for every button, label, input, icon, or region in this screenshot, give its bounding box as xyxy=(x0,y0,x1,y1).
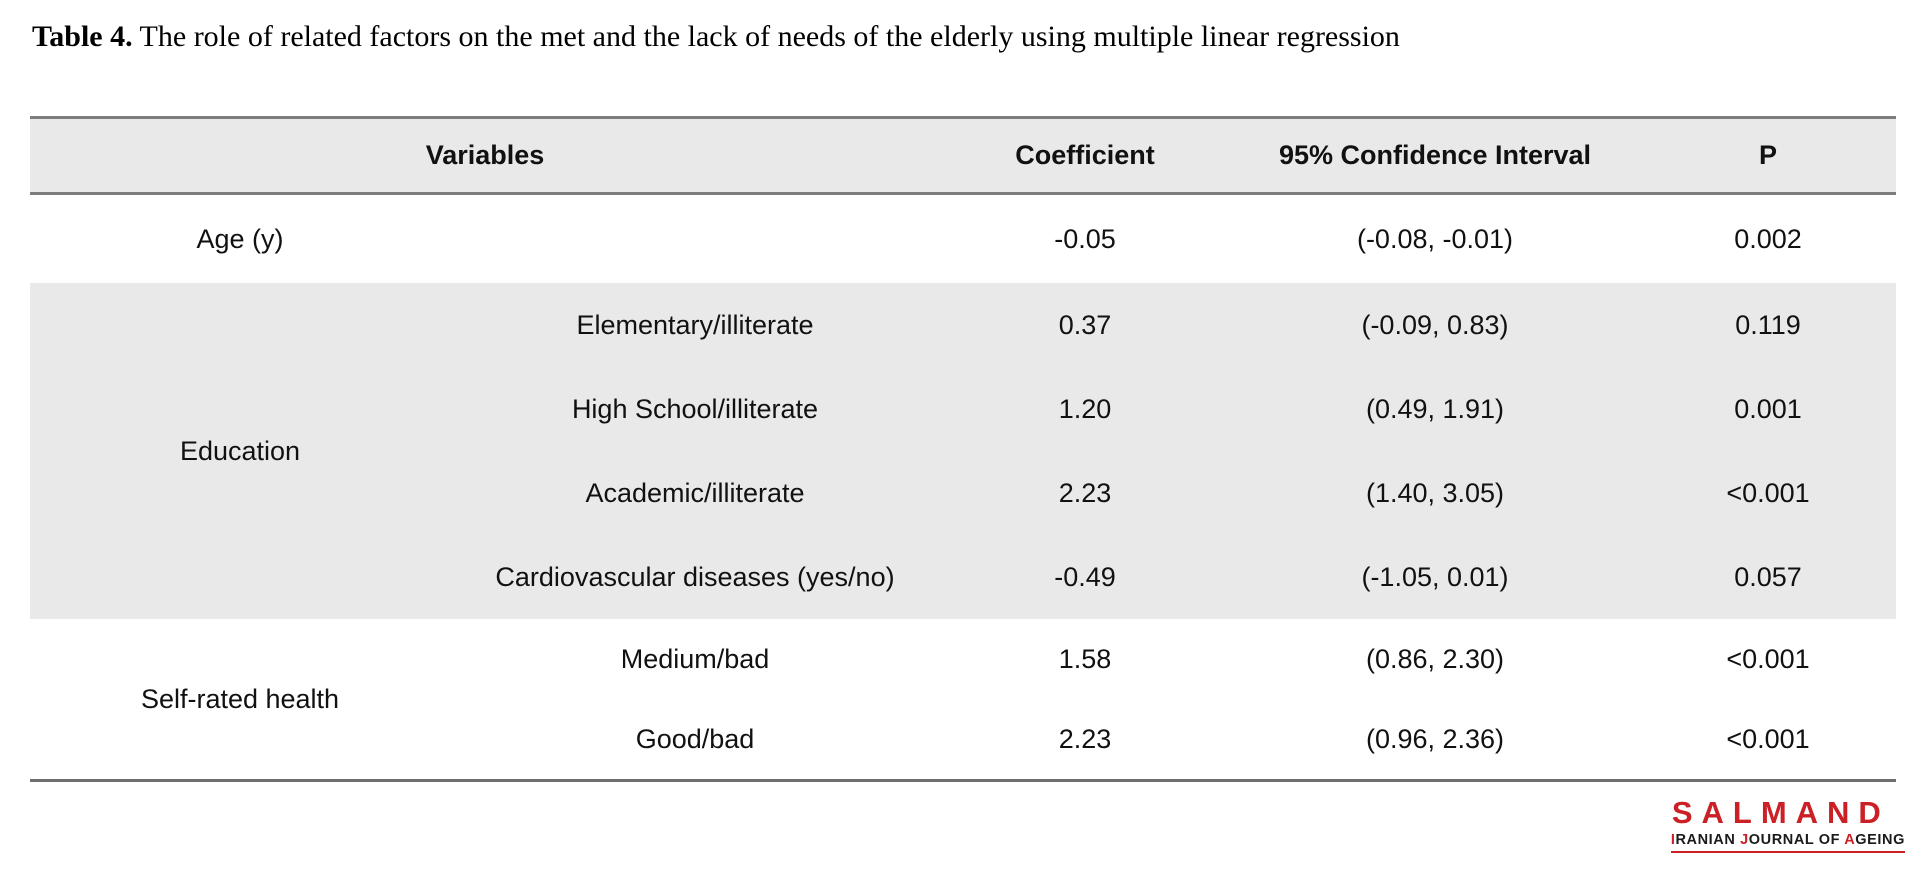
confidence-interval-value: (-0.09, 0.83) xyxy=(1361,309,1509,340)
table-caption-number: Table 4. xyxy=(32,20,133,53)
coefficient-value: 2.23 xyxy=(1058,723,1112,754)
coefficient-value: -0.05 xyxy=(1054,223,1116,254)
journal-logo-subtitle: IRANIAN JOURNAL OF AGEING xyxy=(1670,832,1905,853)
confidence-interval-value: (1.40, 3.05) xyxy=(1365,477,1505,508)
p-value: 0.002 xyxy=(1734,223,1802,254)
header-confidence-interval: 95% Confidence Interval xyxy=(1278,140,1592,170)
group-label-age: Age (y) xyxy=(196,223,284,254)
header-p-value: P xyxy=(1758,140,1777,170)
item-label: Good/bad xyxy=(635,723,755,754)
logo-subtitle-part: J xyxy=(1740,832,1749,848)
coefficient-value: 2.23 xyxy=(1058,477,1112,508)
logo-subtitle-part: A xyxy=(1844,832,1856,848)
journal-logo: SALMAND IRANIAN JOURNAL OF AGEING xyxy=(1670,795,1905,853)
logo-subtitle-part: I xyxy=(1670,832,1676,848)
row-group-education: Education Elementary/illiterate 0.37 (-0… xyxy=(30,283,1896,619)
header-coefficient: Coefficient xyxy=(1015,140,1155,170)
page: Table 4. The role of related factors on … xyxy=(30,18,1896,782)
table-caption: Table 4. The role of related factors on … xyxy=(32,18,1896,56)
p-value: 0.057 xyxy=(1734,561,1802,592)
confidence-interval-value: (0.49, 1.91) xyxy=(1365,393,1505,424)
p-value: 0.001 xyxy=(1734,393,1802,424)
journal-logo-wordmark: SALMAND xyxy=(1671,795,1890,830)
item-label xyxy=(450,195,940,283)
group-label-education: Education xyxy=(179,435,301,466)
logo-subtitle-part: RANIAN xyxy=(1675,832,1741,848)
coefficient-value: 1.58 xyxy=(1058,643,1112,674)
group-label-self-rated-health: Self-rated health xyxy=(140,683,340,714)
confidence-interval-value: (-0.08, -0.01) xyxy=(1356,223,1514,254)
item-label: Elementary/illiterate xyxy=(576,309,814,340)
confidence-interval-value: (0.86, 2.30) xyxy=(1365,643,1505,674)
table-header-row: Variables Coefficient 95% Confidence Int… xyxy=(30,119,1896,195)
p-value: <0.001 xyxy=(1726,477,1810,508)
p-value: <0.001 xyxy=(1726,723,1810,754)
header-variables: Variables xyxy=(425,140,545,170)
coefficient-value: 0.37 xyxy=(1058,309,1112,340)
row-group-age: Age (y) -0.05 (-0.08, -0.01) 0.002 xyxy=(30,195,1896,283)
p-value: 0.119 xyxy=(1735,309,1801,340)
coefficient-value: -0.49 xyxy=(1054,561,1116,592)
confidence-interval-value: (0.96, 2.36) xyxy=(1365,723,1505,754)
coefficient-value: 1.20 xyxy=(1058,393,1112,424)
item-label: Medium/bad xyxy=(620,643,770,674)
regression-table: Variables Coefficient 95% Confidence Int… xyxy=(30,116,1896,782)
p-value: <0.001 xyxy=(1726,643,1810,674)
table-caption-text: The role of related factors on the met a… xyxy=(132,20,1400,53)
logo-subtitle-part: OURNAL OF xyxy=(1748,832,1845,848)
item-label: Academic/illiterate xyxy=(585,477,805,508)
confidence-interval-value: (-1.05, 0.01) xyxy=(1361,561,1509,592)
logo-subtitle-part: GEING xyxy=(1855,832,1905,848)
item-label: Cardiovascular diseases (yes/no) xyxy=(495,561,895,592)
item-label: High School/illiterate xyxy=(571,393,819,424)
row-group-self-rated-health: Self-rated health Medium/bad 1.58 (0.86,… xyxy=(30,619,1896,779)
